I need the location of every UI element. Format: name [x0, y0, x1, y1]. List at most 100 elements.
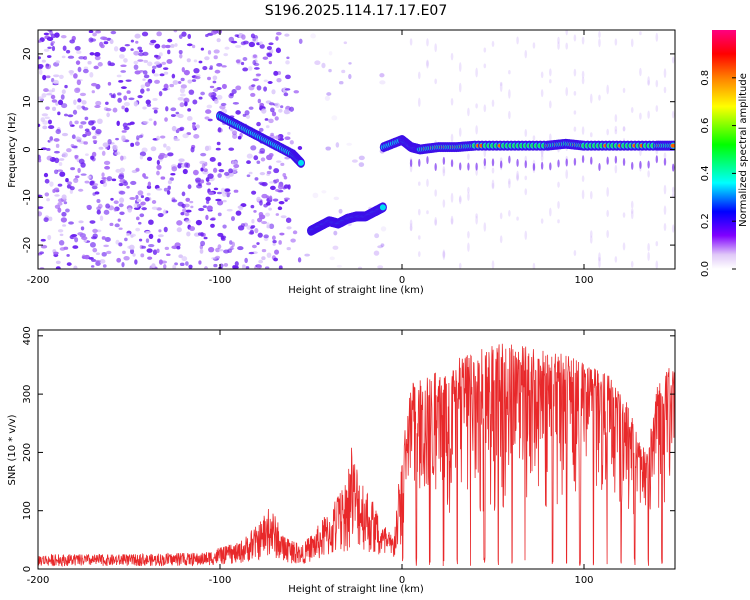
spectrogram-streak — [516, 158, 519, 167]
spectrogram-noise-cell — [65, 177, 69, 183]
spectrogram-noise-cell — [194, 76, 201, 80]
spectrogram-faint-cell — [655, 105, 659, 112]
spectrogram-noise-cell — [218, 169, 225, 173]
spectrogram-faint-cell — [630, 200, 634, 209]
spectrogram-noise-cell — [130, 180, 137, 186]
spectrogram-noise-cell — [76, 104, 82, 110]
spectrogram-noise-cell — [134, 33, 141, 39]
spectrogram-faint-cell — [630, 208, 634, 214]
spectrogram-noise-cell — [119, 167, 126, 173]
spectrogram-faint-cell — [467, 107, 470, 117]
spectrogram-noise-cell — [140, 253, 145, 258]
spectrogram-noise-cell — [78, 56, 85, 60]
spectrogram-noise-cell — [148, 233, 154, 239]
spectrogram-streak — [491, 158, 495, 167]
spectrogram-noise-cell — [146, 156, 153, 162]
spectrogram-noise-cell — [89, 72, 94, 78]
spectrogram-noise-cell — [170, 107, 177, 112]
spectrogram-noise-cell — [169, 177, 174, 181]
spectrogram-noise-cell — [61, 132, 69, 137]
spectrogram-noise-cell — [256, 242, 260, 245]
spectrogram-faint-cell — [663, 184, 667, 195]
spectrogram-noise-cell — [126, 90, 131, 94]
spectrogram-faint-cell — [434, 217, 437, 226]
spectrogram-noise-cell — [213, 187, 219, 191]
spectrogram-noise-cell — [201, 163, 206, 169]
spectrogram-noise-cell — [138, 238, 143, 242]
spectrogram-noise-cell — [133, 203, 140, 208]
spectrogram-streak — [434, 163, 437, 172]
spectrogram-faint-cell — [458, 82, 462, 93]
spectrogram-noise-cell — [41, 93, 47, 98]
spectrogram-noise-cell — [62, 224, 67, 227]
spectrogram-noise-cell — [216, 191, 222, 195]
spectrogram-noise-cell — [109, 39, 114, 45]
spectrogram-faint-cell — [434, 219, 437, 226]
spectrogram-noise-cell — [268, 42, 274, 46]
spectrogram-noise-cell — [177, 162, 183, 166]
spectrogram-noise-cell — [163, 264, 167, 269]
spectrogram-noise-cell — [59, 74, 64, 79]
spectrogram-noise-cell — [179, 87, 185, 94]
spectrogram-noise-cell — [374, 233, 380, 239]
spectrogram-noise-cell — [203, 168, 208, 173]
spectrogram-noise-cell — [47, 89, 54, 93]
spectrogram-noise-cell — [110, 94, 115, 98]
spectrogram-noise-cell — [191, 44, 196, 49]
spectrogram-noise-cell — [328, 51, 333, 56]
spectrogram-noise-cell — [170, 44, 175, 48]
spectrogram-noise-cell — [40, 244, 48, 249]
spectrogram-faint-cell — [671, 192, 675, 199]
spectrogram-noise-cell — [237, 135, 242, 140]
spectrogram-noise-cell — [193, 134, 200, 139]
spectrogram-faint-cell — [606, 186, 609, 197]
spectrogram-noise-cell — [158, 229, 162, 233]
spectrogram-noise-cell — [292, 230, 298, 235]
spectrogram-faint-cell — [475, 213, 478, 219]
spectrogram-faint-cell — [622, 125, 626, 132]
spectrogram-faint-cell — [614, 256, 618, 263]
spectrogram-noise-cell — [90, 155, 95, 160]
spectrogram-noise-cell — [115, 239, 120, 245]
spectrogram-noise-cell — [187, 184, 192, 190]
spectrogram-noise-cell — [48, 125, 55, 130]
spectrogram-noise-cell — [266, 225, 270, 229]
spectrogram-faint-cell — [581, 189, 585, 200]
spectrogram-noise-cell — [234, 34, 240, 37]
spectrogram-noise-cell — [158, 52, 163, 57]
spectrogram-noise-cell — [205, 33, 209, 38]
spectrogram-noise-cell — [152, 65, 157, 70]
spectrogram-noise-cell — [150, 39, 157, 44]
spectrogram-noise-cell — [95, 100, 102, 106]
spectrogram-noise-cell — [107, 81, 112, 86]
spectrogram-noise-cell — [187, 108, 192, 112]
spectrogram-noise-cell — [266, 45, 272, 51]
spectrogram-faint-cell — [467, 186, 470, 194]
spectrogram-noise-cell — [53, 169, 59, 175]
spectrogram-noise-cell — [151, 200, 157, 204]
spectrogram-streak — [671, 163, 675, 172]
spectrogram-noise-cell — [163, 187, 168, 192]
spectrogram-noise-cell — [179, 262, 185, 266]
spectrogram-noise-cell — [241, 264, 247, 269]
spectrogram-noise-cell — [105, 107, 112, 112]
snr-x-ticks: -200 -100 0 100 — [27, 330, 594, 586]
spectrogram-noise-cell — [156, 31, 162, 37]
spectrogram-noise-cell — [140, 195, 145, 199]
spectrogram-noise-cell — [207, 173, 214, 179]
spectrogram-faint-cell — [581, 175, 585, 182]
spectrogram-noise-cell — [284, 136, 291, 140]
spectrogram-noise-cell — [200, 240, 206, 247]
spectrogram-noise-cell — [130, 39, 134, 43]
spectrogram-faint-cell — [426, 210, 429, 215]
spectrogram-noise-cell — [183, 97, 190, 103]
spectrogram-faint-cell — [639, 67, 642, 77]
spectrogram-noise-cell — [335, 142, 340, 148]
spectrogram-noise-cell — [133, 60, 139, 65]
spectrogram-noise-cell — [76, 139, 82, 143]
spectrogram-noise-cell — [259, 200, 263, 206]
spectrogram-noise-cell — [114, 223, 120, 228]
spectrogram-noise-cell — [95, 30, 102, 34]
spectrogram-noise-cell — [55, 260, 61, 265]
spectrogram-streak — [540, 161, 544, 170]
